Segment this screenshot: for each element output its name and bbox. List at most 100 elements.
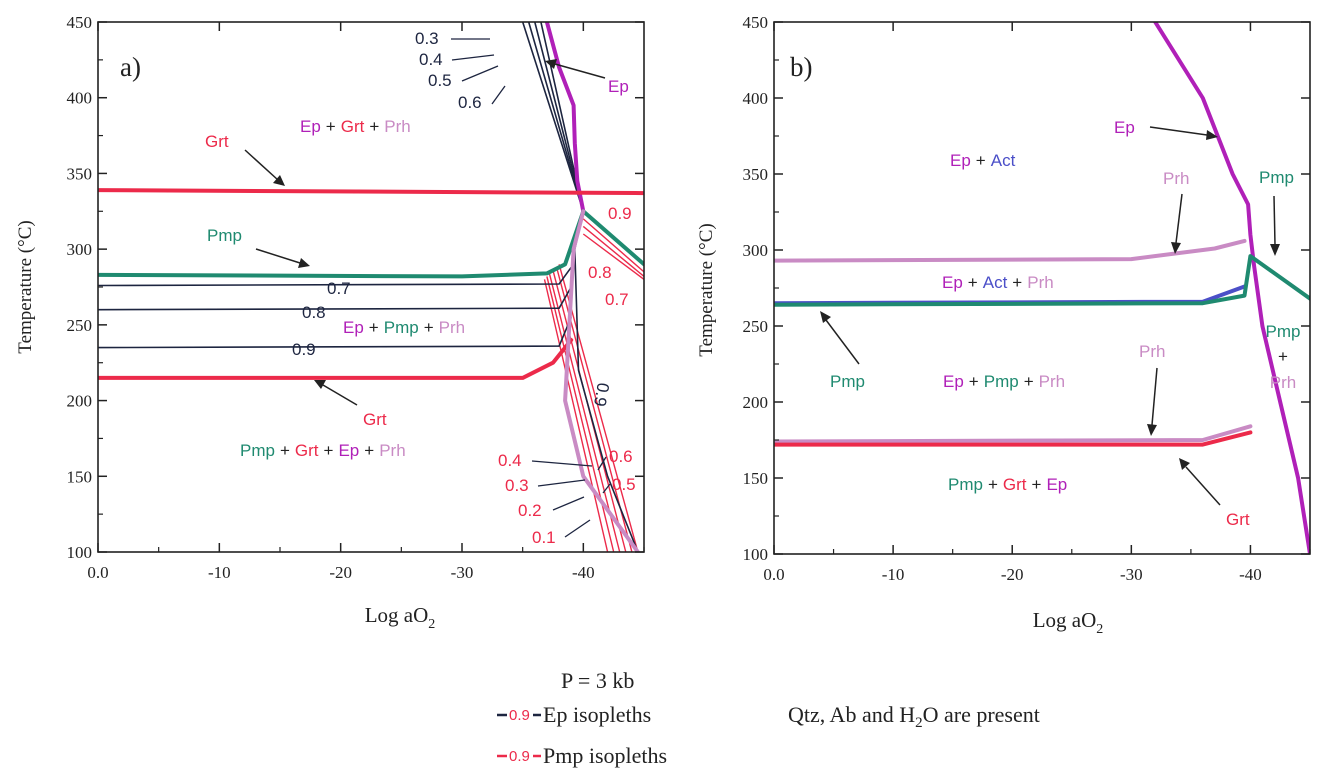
pmp-isopleth-label-0.6: 0.6 bbox=[609, 447, 633, 466]
ep-isopleth-label-0.9: 0.9 bbox=[292, 340, 316, 359]
panel-a: 0.0 -10 -20 -30 -40100150200250300350400450 … bbox=[15, 13, 645, 632]
pmp-isopleth-label-0.1: 0.1 bbox=[532, 528, 556, 547]
pmp-key-value: 0.9 bbox=[509, 748, 530, 765]
panel-b-field-pmp-prh-prh: Prh bbox=[1270, 373, 1296, 392]
panel-a-pmp-isopleth-0.1-8 bbox=[543, 279, 609, 552]
panel-b-grt-boundary-5 bbox=[774, 430, 1253, 447]
panel-a-field-ep-pmp-prh: Ep + Pmp + Prh bbox=[343, 318, 465, 337]
panel-a-pmp-arrowhead bbox=[298, 258, 310, 268]
panel-b-prh-upper-arrowhead bbox=[1171, 242, 1181, 254]
panel-a-pmp-boundary-2 bbox=[98, 209, 586, 279]
panel-a-x-tick-label: 0.0 bbox=[87, 563, 108, 582]
panel-b-x-tick-label: -10 bbox=[882, 565, 905, 584]
panel-b-pmp-boundary-3 bbox=[774, 254, 1310, 307]
panel-a-pmp-isopleth-labels: 0.9 0.8 0.7 0.6 0.5 0.4 0.3 0.2 0.1 bbox=[498, 204, 636, 547]
panel-a-pmp-arrow bbox=[255, 248, 301, 264]
panel-a-ep-isopleth-labels: 0.3 0.4 0.5 0.6 0.7 0.8 0.9 0.9 bbox=[292, 29, 613, 408]
panel-b-pmp-left-arrowhead bbox=[820, 311, 831, 323]
panel-a-field-ep-grt-prh: Ep + Grt + Prh bbox=[300, 117, 411, 136]
ep-isopleth-label-0.6: 0.6 bbox=[458, 93, 482, 112]
panel-a-pmp-label: Pmp bbox=[207, 226, 242, 245]
panel-b-x-tick-label: -30 bbox=[1120, 565, 1143, 584]
ep-key-value: 0.9 bbox=[509, 707, 530, 724]
panel-a-y-tick-label: 300 bbox=[67, 240, 93, 259]
pmp-isopleth-key: 0.9 Pmp isopleths bbox=[497, 743, 667, 768]
phases-present-note: Qtz, Ab and H2O are present bbox=[788, 702, 1040, 731]
panel-a-pmp-isopleth-0.9-0 bbox=[582, 218, 644, 273]
panel-a-grt-lower-arrowhead bbox=[314, 380, 326, 389]
panel-a-x-tick-label: -20 bbox=[329, 563, 352, 582]
panel-b-y-tick-label: 100 bbox=[743, 545, 769, 564]
panel-b-field-ep-pmp-prh: Ep + Pmp + Prh bbox=[943, 372, 1065, 391]
panel-b-field-ep-act: Ep + Act bbox=[950, 151, 1016, 170]
panel-b-act-boundary-2 bbox=[774, 284, 1247, 306]
panel-a-grt-upper-arrowhead bbox=[273, 175, 285, 186]
panel-b-y-tick-label: 300 bbox=[743, 241, 769, 260]
panel-a-ep-label-leaders bbox=[451, 38, 506, 105]
panel-b-prh-boundary-4 bbox=[774, 424, 1253, 444]
panel-a-pmp-isopleth-0.7-2 bbox=[582, 233, 644, 280]
panel-b-prh-lower-arrowhead bbox=[1147, 424, 1157, 436]
panel-a-ep-label: Ep bbox=[608, 77, 629, 96]
panel-b-y-tick-label: 200 bbox=[743, 393, 769, 412]
panel-b-pmp-right-arrow bbox=[1273, 195, 1276, 246]
panel-b-ylabel: Temperature (°C) bbox=[696, 223, 717, 356]
panel-b-prh-lower-arrow bbox=[1151, 367, 1158, 426]
pressure-label: P = 3 kb bbox=[561, 668, 634, 693]
panel-a-field-pmp-grt-ep-prh: Pmp + Grt + Ep + Prh bbox=[240, 441, 406, 460]
panel-a-y-tick-label: 350 bbox=[67, 164, 93, 183]
panel-a-y-tick-label: 450 bbox=[67, 13, 93, 32]
panel-b-ep-boundary-0 bbox=[1153, 22, 1310, 554]
panel-a-ep-boundary-0 bbox=[544, 22, 586, 214]
panel-a-grt-lower-label: Grt bbox=[363, 410, 387, 429]
panel-b-y-tick-label: 400 bbox=[743, 89, 769, 108]
figure-footer: P = 3 kb 0.9 Ep isopleths 0.9 Pmp isople… bbox=[497, 668, 1040, 768]
panel-b-ep-arrow bbox=[1149, 126, 1208, 136]
panel-b-ep-arrowhead bbox=[1206, 130, 1218, 140]
panel-a-prh-boundary-5 bbox=[563, 209, 640, 552]
ep-key-text: Ep isopleths bbox=[543, 702, 651, 727]
pmp-isopleth-label-0.4: 0.4 bbox=[498, 451, 522, 470]
panel-b-pmp-left-label: Pmp bbox=[830, 372, 865, 391]
panel-a-label: a) bbox=[120, 52, 141, 82]
panel-a-ep-arrow bbox=[554, 63, 606, 79]
panel-a-y-tick-label: 100 bbox=[67, 543, 93, 562]
panel-b-label: b) bbox=[790, 52, 813, 82]
panel-a-pmp-isopleth-0.8-1 bbox=[582, 225, 644, 277]
pmp-isopleth-label-0.5: 0.5 bbox=[612, 475, 636, 494]
panel-b-x-tick-label: -40 bbox=[1239, 565, 1262, 584]
ep-isopleth-label-0.5: 0.5 bbox=[428, 71, 452, 90]
panel-b-xlabel: Log aO2 bbox=[1033, 608, 1104, 637]
panel-b-field-ep-act-prh: Ep + Act + Prh bbox=[942, 273, 1054, 292]
panel-b-pmp-right-label: Pmp bbox=[1259, 168, 1294, 187]
panel-b-y-tick-label: 450 bbox=[743, 13, 769, 32]
panel-a-x-tick-label: -10 bbox=[208, 563, 231, 582]
panel-a-grt-lower-arrow bbox=[322, 384, 358, 406]
panel-a-y-tick-label: 250 bbox=[67, 316, 93, 335]
panel-b: 0.0 -10 -20 -30 -40100150200250300350400450 … bbox=[696, 13, 1311, 637]
panel-b-prh-boundary-1 bbox=[774, 238, 1247, 263]
panel-a-ticks: 0.0 -10 -20 -30 -40 100 150 200 250 300 350 400 450 bbox=[67, 13, 645, 582]
ep-isopleth-label-0.7: 0.7 bbox=[327, 279, 351, 298]
panel-b-pmp-left-arrow bbox=[825, 319, 860, 365]
panel-a-ep-arrowhead bbox=[545, 59, 557, 69]
panel-a-x-tick-label: -40 bbox=[572, 563, 595, 582]
panel-b-ep-label: Ep bbox=[1114, 118, 1135, 137]
panel-a-pmp-isopleth-0.6-3 bbox=[558, 264, 639, 552]
panel-b-grt-arrowhead bbox=[1179, 458, 1190, 470]
panel-a-x-tick-label: -30 bbox=[451, 563, 474, 582]
panel-a-ep-isopleth-0.3-0 bbox=[521, 22, 585, 212]
panel-a-pmp-isopleth-0.3-6 bbox=[548, 273, 621, 552]
panel-b-ticks: 0.0 -10 -20 -30 -40 100 150 200 250 300 350 400 450 bbox=[743, 13, 1311, 584]
panel-b-y-tick-label: 250 bbox=[743, 317, 769, 336]
pmp-isopleth-label-0.8: 0.8 bbox=[588, 263, 612, 282]
panel-a-grt-boundary-4 bbox=[98, 338, 574, 380]
ep-isopleth-label-0.4: 0.4 bbox=[419, 50, 443, 69]
panel-b-field-pmp-prh-plus: + bbox=[1278, 347, 1288, 366]
panel-b-field-pmp-grt-ep: Pmp + Grt + Ep bbox=[948, 475, 1067, 494]
panel-a-ep-isopleth-0.9-6 bbox=[98, 316, 572, 349]
pmp-isopleth-label-0.3: 0.3 bbox=[505, 476, 529, 495]
ep-isopleth-label-0.8: 0.8 bbox=[302, 303, 326, 322]
pmp-key-text: Pmp isopleths bbox=[543, 743, 667, 768]
